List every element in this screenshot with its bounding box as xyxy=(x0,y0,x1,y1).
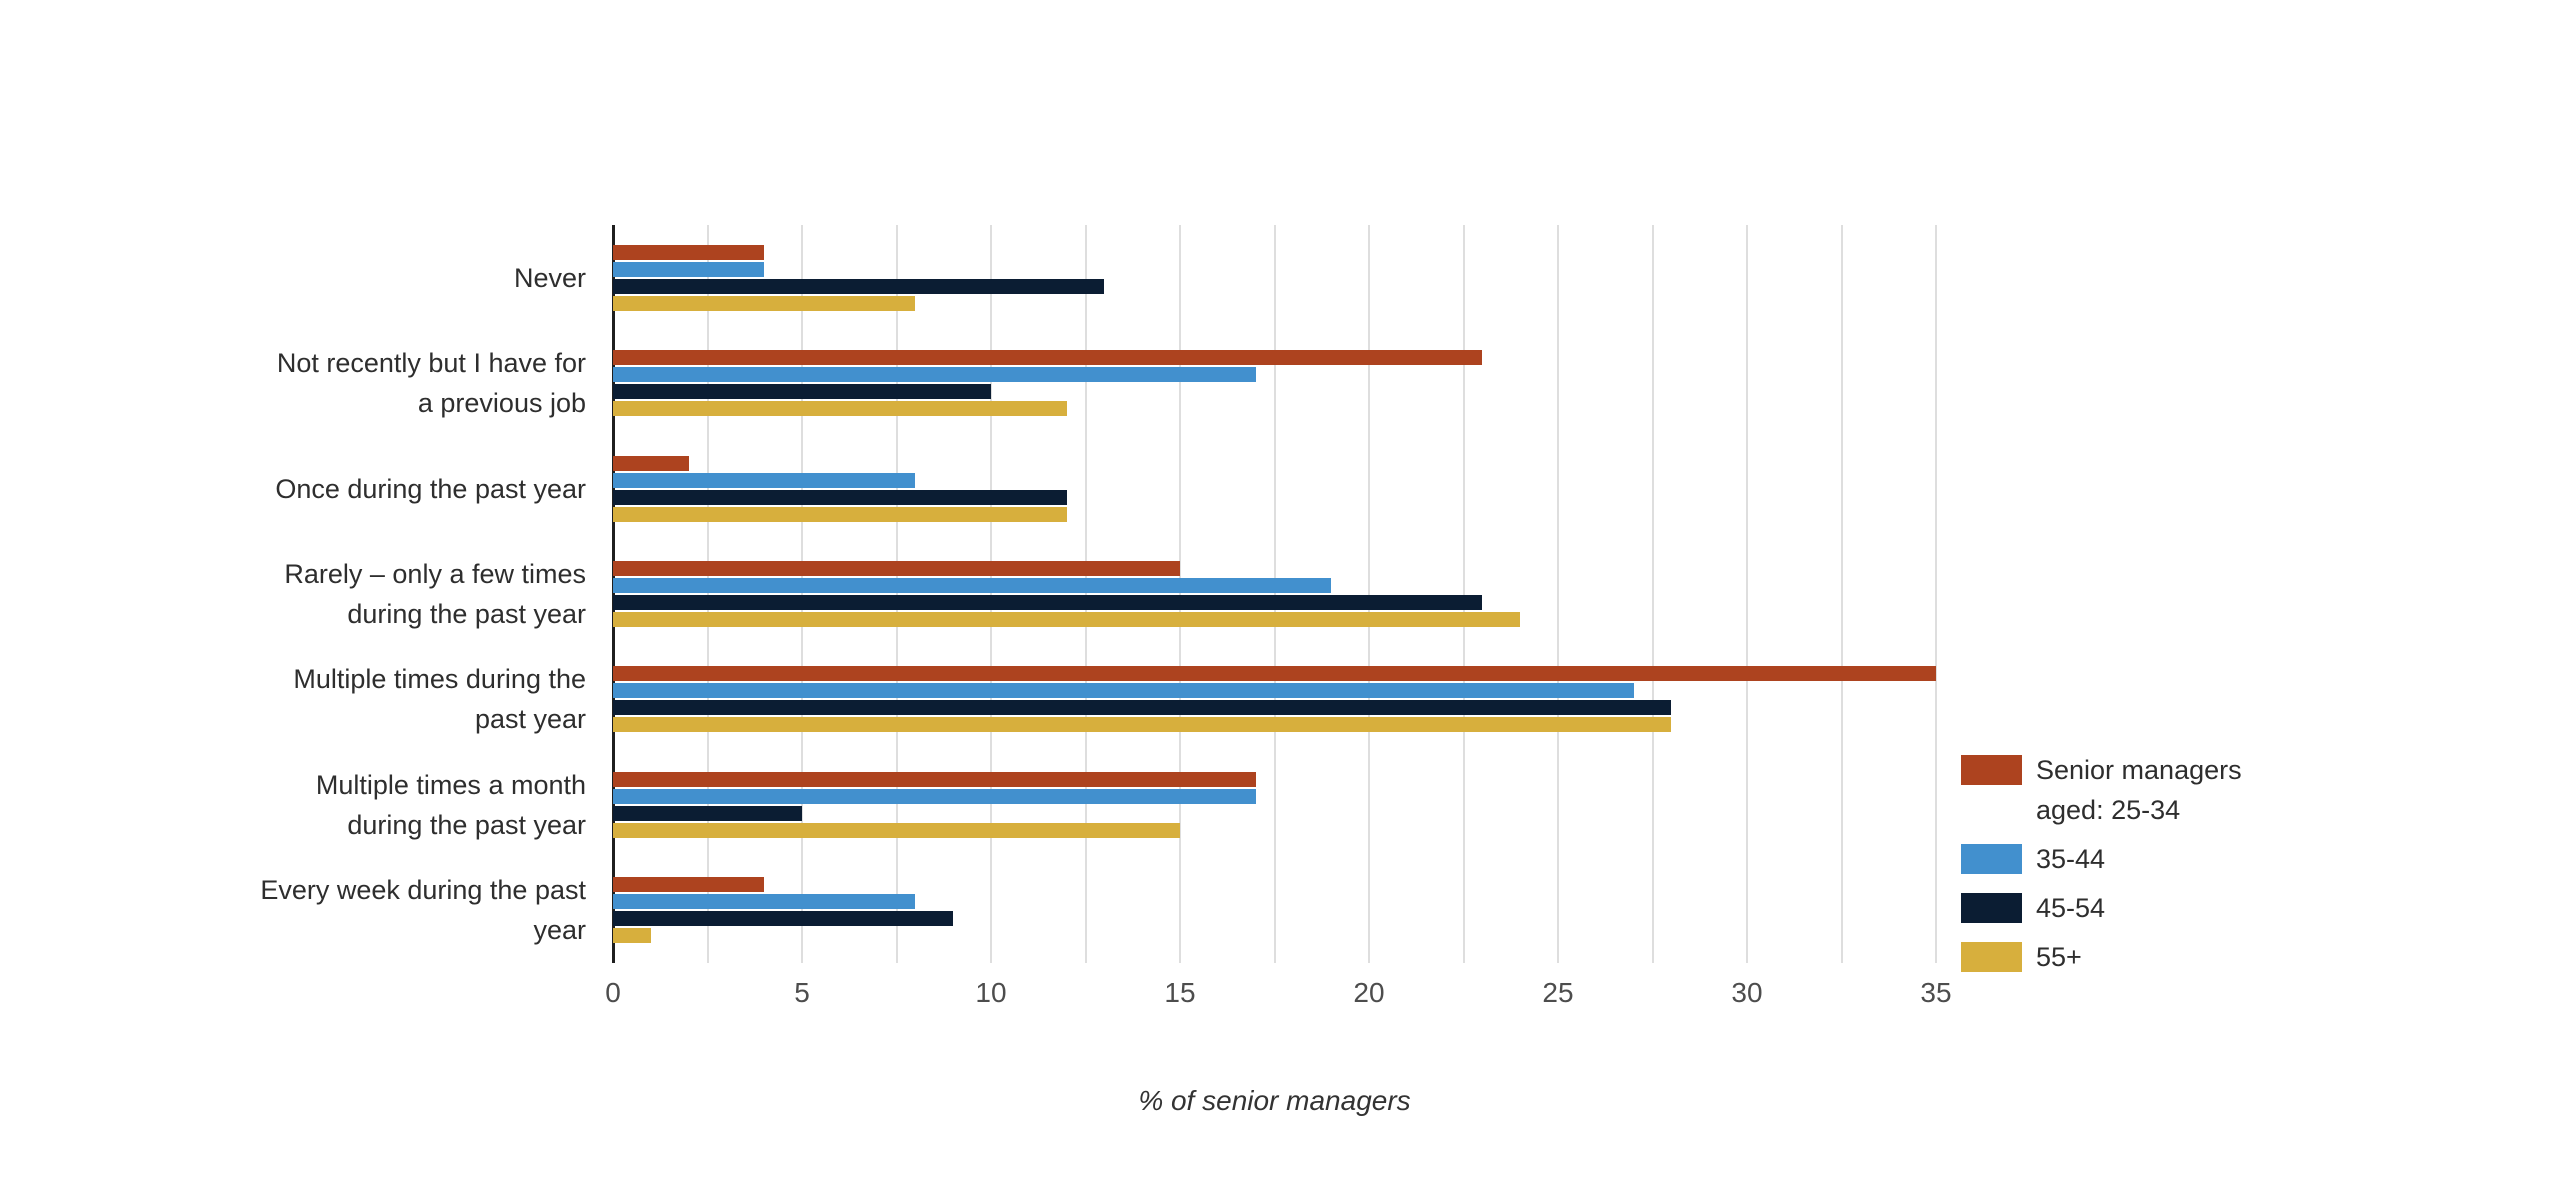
bar xyxy=(613,244,765,260)
bar-group xyxy=(613,541,1936,646)
bar-group xyxy=(613,752,1936,857)
gridline xyxy=(1462,225,1465,963)
bar xyxy=(613,717,1672,733)
category-axis-labels: Never Not recently but I have for a previ… xyxy=(0,225,600,963)
bar xyxy=(613,771,1256,787)
bar xyxy=(613,805,802,821)
bar xyxy=(613,894,916,910)
gridline xyxy=(895,225,898,963)
bar xyxy=(613,700,1672,716)
x-tick-label: 15 xyxy=(1164,977,1196,1008)
x-axis-tick-labels: 0 5 10 15 20 25 30 35 xyxy=(0,972,2556,1014)
bar xyxy=(613,384,991,400)
legend-swatch xyxy=(1961,844,2022,874)
bar xyxy=(613,911,954,927)
legend: Senior managers aged: 25-34 35-44 45-54 55+ xyxy=(1961,750,2242,977)
bar-group xyxy=(613,330,1936,435)
gridline xyxy=(1179,225,1181,963)
bar-group xyxy=(613,858,1936,963)
legend-swatch xyxy=(1961,942,2022,972)
x-tick-label: 35 xyxy=(1920,977,1952,1008)
bar xyxy=(613,489,1067,505)
bar xyxy=(613,666,1936,682)
bar xyxy=(613,278,1105,294)
x-tick-label: 10 xyxy=(975,977,1007,1008)
bar xyxy=(613,611,1521,627)
category-label-row: Every week during the past year xyxy=(0,858,586,963)
y-axis-line xyxy=(612,225,615,963)
category-label: Rarely – only a few times during the pas… xyxy=(284,558,586,629)
category-label-row: Once during the past year xyxy=(0,436,586,541)
category-label-row: Multiple times a month during the past y… xyxy=(0,752,586,857)
category-label: Once during the past year xyxy=(275,473,586,504)
gridline xyxy=(801,225,803,963)
bar-group xyxy=(613,436,1936,541)
category-label: Multiple times a month during the past y… xyxy=(315,769,586,840)
bar xyxy=(613,788,1256,804)
bar xyxy=(613,401,1067,417)
x-axis-title: % of senior managers xyxy=(1138,1085,1411,1116)
category-label: Not recently but I have for a previous j… xyxy=(276,348,586,419)
bar xyxy=(613,367,1256,383)
category-label: Multiple times during the past year xyxy=(293,664,586,735)
bar xyxy=(613,594,1483,610)
category-label: Never xyxy=(513,262,586,293)
gridline xyxy=(1840,225,1843,963)
bar xyxy=(613,822,1180,838)
x-tick-label: 20 xyxy=(1353,977,1385,1008)
bar xyxy=(613,261,765,277)
gridline xyxy=(1084,225,1087,963)
category-label-row: Not recently but I have for a previous j… xyxy=(0,330,586,435)
category-label-row: Rarely – only a few times during the pas… xyxy=(0,541,586,646)
bar xyxy=(613,295,916,311)
bar xyxy=(613,683,1634,699)
gridline xyxy=(1746,225,1748,963)
gridline xyxy=(990,225,992,963)
gridline xyxy=(1935,225,1937,963)
bar xyxy=(613,350,1483,366)
gridline xyxy=(1557,225,1559,963)
bar-group xyxy=(613,225,1936,330)
x-tick-label: 0 xyxy=(605,977,621,1008)
bar xyxy=(613,560,1180,576)
legend-swatch xyxy=(1961,893,2022,923)
bar xyxy=(613,577,1332,593)
category-label-row: Multiple times during the past year xyxy=(0,647,586,752)
legend-item: 45-54 xyxy=(1961,888,2242,928)
bar xyxy=(613,506,1067,522)
bar xyxy=(613,928,651,944)
legend-swatch xyxy=(1961,755,2022,785)
plot-area xyxy=(612,225,1937,963)
legend-label: 55+ xyxy=(2036,942,2082,972)
bar xyxy=(613,455,689,471)
legend-label: 45-54 xyxy=(2036,893,2106,923)
legend-label: Senior managers aged: 25-34 xyxy=(2036,755,2242,825)
legend-item: 55+ xyxy=(1961,937,2242,977)
bar-group xyxy=(613,647,1936,752)
gridline xyxy=(706,225,709,963)
category-label: Every week during the past year xyxy=(260,875,586,946)
gridline xyxy=(1368,225,1370,963)
category-label-row: Never xyxy=(0,225,586,330)
gridline xyxy=(1651,225,1654,963)
legend-label: 35-44 xyxy=(2036,844,2106,874)
x-tick-label: 5 xyxy=(794,977,810,1008)
legend-item: Senior managers aged: 25-34 xyxy=(1961,750,2242,830)
bar xyxy=(613,472,916,488)
x-tick-label: 25 xyxy=(1542,977,1574,1008)
gridline xyxy=(1273,225,1276,963)
bar xyxy=(613,877,765,893)
legend-item: 35-44 xyxy=(1961,839,2242,879)
x-tick-label: 30 xyxy=(1731,977,1763,1008)
